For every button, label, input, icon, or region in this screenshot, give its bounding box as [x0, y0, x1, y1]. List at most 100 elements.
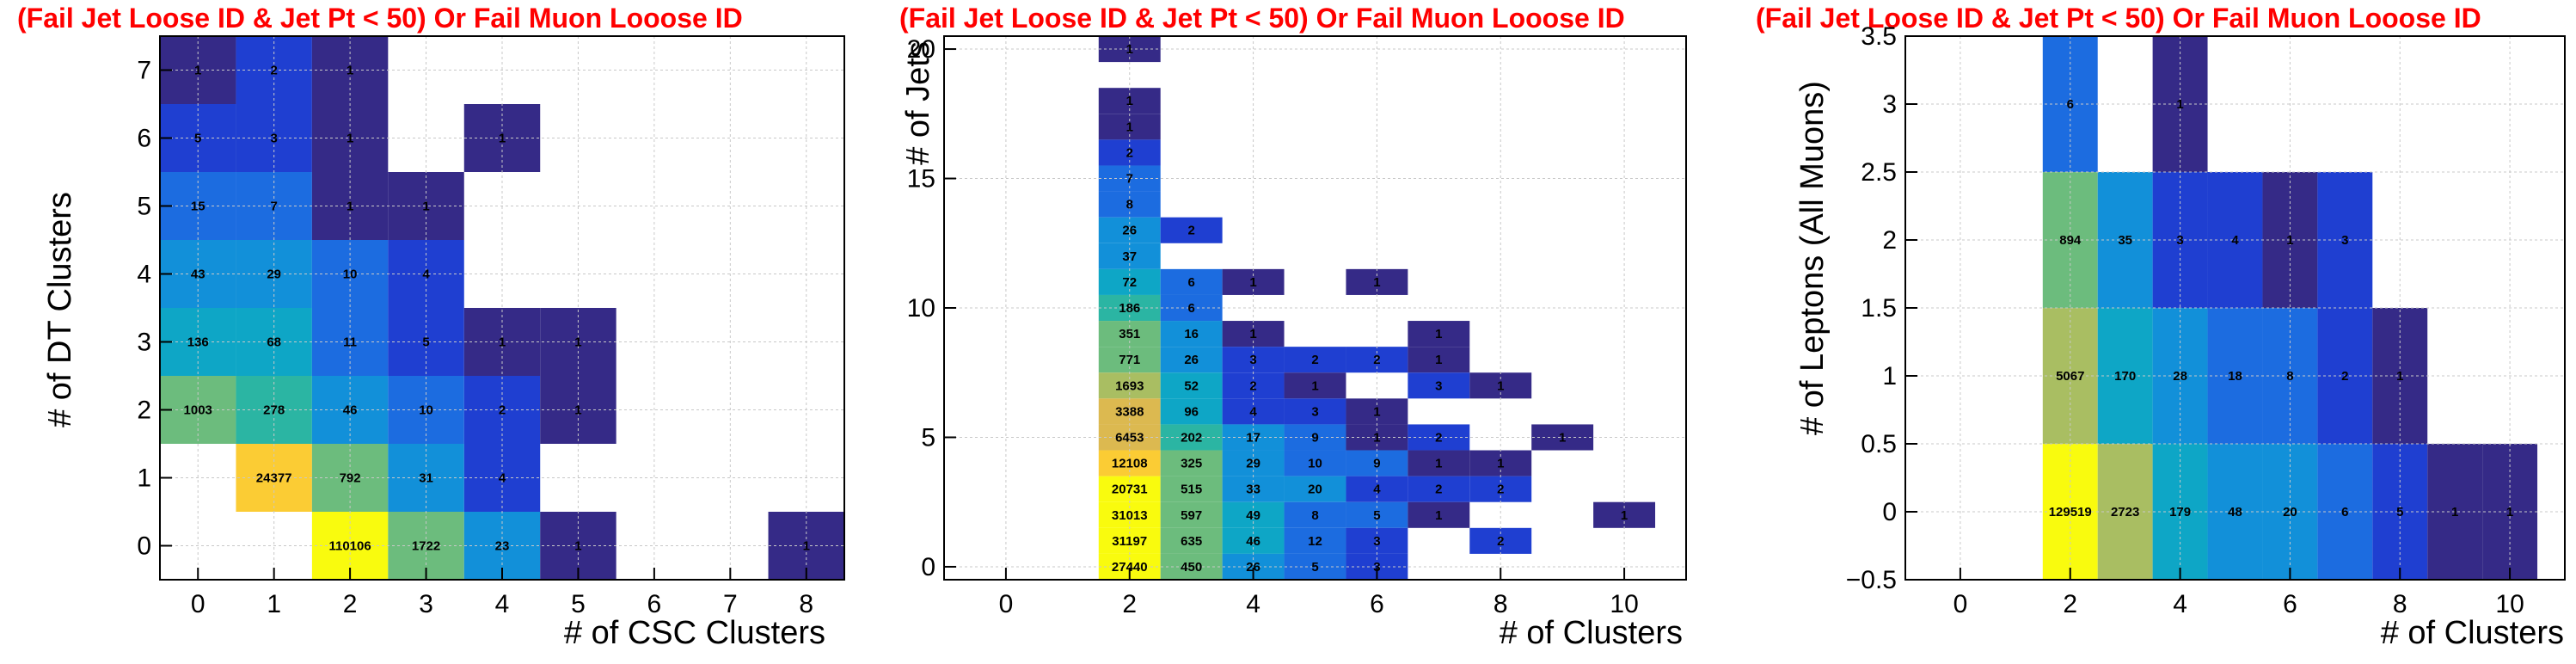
cell-value-label: 1693 [1115, 378, 1144, 393]
cell-value-label: 1 [1435, 457, 1442, 471]
cell-value-label: 35 [2118, 233, 2132, 248]
y-axis-label: # of DT Clusters [42, 192, 78, 427]
heatmap-cell [1408, 476, 1470, 502]
cell-value-label: 4 [1249, 404, 1257, 419]
cell-value-label: 894 [2059, 233, 2082, 248]
x-tick-label: 6 [1370, 590, 1384, 618]
y-tick-label: 6 [137, 125, 151, 153]
heatmap-cell [1284, 476, 1346, 502]
cell-value-label: 1 [1249, 327, 1256, 341]
x-tick-label: 0 [999, 590, 1014, 618]
cell-value-label: 4 [422, 267, 430, 282]
x-tick-label: 8 [2393, 590, 2407, 618]
cell-value-label: 325 [1181, 457, 1202, 471]
cell-value-label: 4 [2231, 233, 2239, 248]
cell-value-label: 33 [1246, 483, 1260, 497]
cell-value-label: 1 [574, 335, 581, 350]
cell-value-label: 17 [1246, 430, 1260, 445]
cell-value-label: 3 [1249, 353, 1256, 367]
cell-value-label: 9 [1373, 457, 1380, 471]
cell-value-label: 37 [1122, 249, 1137, 264]
cell-value-label: 5 [1373, 508, 1380, 523]
y-tick-label: 20 [907, 35, 935, 64]
cell-value-label: 1 [1621, 508, 1628, 523]
heatmap-cell [1408, 347, 1470, 373]
cell-value-label: 28 [2173, 369, 2187, 384]
heatmap-cell [1160, 217, 1223, 243]
x-tick-label: 10 [2495, 590, 2524, 618]
x-tick-label: 3 [419, 590, 433, 618]
cell-value-label: 12 [1308, 534, 1322, 549]
x-tick-label: 8 [1493, 590, 1508, 618]
y-tick-label: 3.5 [1861, 22, 1897, 51]
cell-value-label: 2 [499, 403, 506, 418]
y-tick-label: 0 [1882, 498, 1897, 526]
heatmap-cell [1160, 553, 1223, 580]
heatmap-cell [1408, 372, 1470, 399]
cell-value-label: 1 [422, 200, 429, 214]
cell-value-label: 1 [499, 132, 506, 146]
cell-value-label: 3 [2176, 233, 2183, 248]
x-tick-label: 7 [723, 590, 738, 618]
cell-value-label: 5 [194, 132, 201, 146]
cell-value-label: 771 [1119, 353, 1140, 367]
cell-value-label: 1 [1249, 275, 1256, 290]
x-tick-label: 2 [2063, 590, 2077, 618]
cell-value-label: 3 [1311, 404, 1318, 419]
cell-value-label: 136 [187, 335, 209, 350]
plot-area: 6 1 894 35 3 4 1 3 5067 170 28 18 8 2 1 129519 2723 179 48… [1905, 35, 2565, 581]
cell-value-label: 2 [1435, 483, 1442, 497]
heatmap-cell [1531, 424, 1594, 451]
cell-value-label: 2723 [2111, 505, 2139, 520]
cell-value-label: 129519 [2049, 505, 2092, 520]
x-tick-label: 0 [1953, 590, 1968, 618]
cell-value-label: 186 [1119, 301, 1140, 316]
cell-value-label: 27440 [1112, 560, 1148, 575]
cell-value-label: 10 [419, 403, 433, 418]
cell-value-label: 96 [1184, 404, 1199, 419]
x-tick-label: 5 [571, 590, 586, 618]
cell-value-label: 1 [1373, 404, 1380, 419]
cell-value-label: 1 [1559, 430, 1566, 445]
cell-value-label: 26 [1184, 353, 1199, 367]
cell-value-label: 1003 [184, 403, 212, 418]
cell-value-label: 31197 [1112, 534, 1147, 549]
x-tick-label: 4 [1246, 590, 1260, 618]
cell-value-label: 1 [1435, 353, 1442, 367]
cell-value-label: 24377 [256, 471, 292, 486]
heatmap-leptons-vs-clusters: (Fail Jet Loose ID & Jet Pt < 50) Or Fai… [1756, 3, 2566, 651]
cell-value-label: 20 [1308, 483, 1322, 497]
cell-value-label: 20731 [1112, 483, 1148, 497]
heatmap-cell [1408, 321, 1470, 347]
cell-value-label: 1 [1126, 120, 1133, 134]
x-axis-label: # of Clusters [1500, 615, 1683, 651]
heatmap-cell [1160, 398, 1223, 425]
cell-value-label: 5 [2396, 505, 2403, 520]
heatmap-cell [1160, 347, 1223, 373]
heatmap-cell [1284, 553, 1346, 580]
cell-value-label: 10 [343, 267, 358, 282]
cell-value-label: 18 [2228, 369, 2242, 384]
cell-value-label: 5 [1311, 560, 1318, 575]
cell-value-label: 7 [270, 200, 277, 214]
chart-title: (Fail Jet Loose ID & Jet Pt < 50) Or Fai… [899, 3, 1625, 34]
cell-value-label: 1 [1497, 457, 1504, 471]
cell-value-label: 1 [1126, 42, 1133, 57]
x-tick-label: 6 [647, 590, 662, 618]
cell-value-label: 7 [1126, 172, 1133, 187]
heatmap-cell [1284, 347, 1346, 373]
y-tick-label: 15 [907, 165, 935, 194]
y-tick-label: 1 [1882, 362, 1897, 390]
heatmap-cell [1160, 268, 1223, 295]
cell-value-label: 597 [1181, 508, 1202, 523]
cell-value-label: 4 [499, 471, 506, 486]
heatmap-cell [1408, 424, 1470, 451]
cell-value-label: 2 [1249, 378, 1256, 393]
cell-value-label: 26 [1122, 224, 1137, 238]
heatmap-cell [1160, 424, 1223, 451]
cell-value-label: 1 [194, 64, 201, 78]
cell-value-label: 3 [270, 132, 277, 146]
cell-value-label: 1722 [412, 539, 440, 554]
